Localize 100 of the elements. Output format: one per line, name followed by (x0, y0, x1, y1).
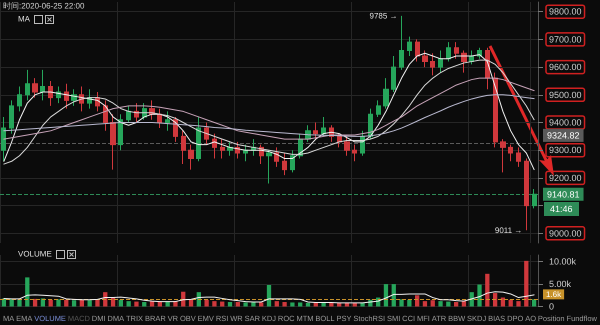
candlestick (391, 56, 396, 93)
bar (220, 302, 224, 306)
line-series (3, 94, 535, 137)
line-series (3, 291, 535, 304)
y-tick-label: 9000.00 (549, 228, 582, 238)
y-tick-label: 9300.00 (549, 145, 582, 156)
bar (454, 302, 458, 306)
candlestick (516, 146, 521, 168)
bar (158, 302, 162, 306)
bar (88, 300, 92, 306)
bar (516, 301, 521, 306)
bar (243, 302, 248, 306)
bar (298, 302, 302, 306)
bar (492, 293, 498, 306)
bar (212, 301, 217, 306)
candlestick (500, 138, 506, 173)
candlestick (204, 122, 209, 146)
bar (446, 302, 450, 306)
bar (236, 302, 240, 306)
bar (251, 302, 256, 306)
bar (508, 300, 513, 306)
candlestick (399, 15, 404, 70)
candlestick (181, 130, 186, 165)
bar (40, 298, 46, 306)
ref-line-label: 1.6k (546, 290, 562, 299)
bar (290, 302, 295, 306)
bar (407, 300, 412, 306)
candlestick (32, 78, 38, 98)
candlestick (415, 38, 420, 62)
bar (17, 300, 22, 306)
bar (430, 300, 435, 306)
bar (204, 300, 209, 306)
bar (142, 302, 146, 306)
candlestick (407, 36, 412, 57)
ref-line-label: 9324.82 (547, 130, 580, 140)
bar (25, 277, 30, 306)
bar (134, 302, 139, 306)
candlestick (1, 116, 6, 162)
annotation: MA (18, 14, 31, 24)
candlestick (376, 100, 381, 118)
candlestick (313, 122, 318, 140)
bar (188, 300, 194, 306)
candlestick (64, 83, 69, 110)
bar (10, 299, 14, 306)
candlestick (290, 150, 295, 173)
candlestick (438, 50, 443, 74)
bar (470, 292, 474, 306)
candlestick (461, 50, 467, 74)
y-tick-label: 9600.00 (549, 62, 582, 72)
candlestick (422, 50, 428, 68)
bar (524, 260, 528, 306)
candlestick (110, 114, 116, 170)
bar (259, 302, 264, 306)
bar (321, 302, 326, 306)
bar (64, 300, 68, 306)
candlestick (243, 144, 248, 162)
candlestick (118, 114, 123, 151)
y-tick-label: 9800.00 (549, 6, 582, 17)
candlestick (227, 141, 233, 156)
candlestick (508, 144, 513, 162)
annotation: VOLUME (18, 250, 52, 258)
candlestick (282, 152, 287, 176)
candlestick (220, 138, 225, 160)
candlestick (196, 116, 201, 162)
candlestick (48, 80, 53, 106)
candlestick (126, 105, 131, 123)
candlestick (430, 52, 435, 76)
bar (392, 284, 396, 306)
candlestick (212, 133, 217, 160)
candlestick (383, 78, 389, 110)
candlestick (493, 72, 498, 148)
y-tick-label: 9200.00 (549, 172, 582, 183)
bar (422, 301, 428, 306)
y-tick-label: 0 (549, 302, 554, 312)
y-tick-label: 10.00k (549, 256, 577, 267)
candlestick (274, 146, 279, 168)
candlestick (157, 108, 162, 129)
y-tick-label: 5.00k (549, 279, 572, 290)
bar (415, 295, 420, 306)
bar (80, 300, 84, 306)
bar (48, 300, 53, 306)
bar (329, 302, 334, 306)
line-series (3, 78, 535, 140)
bar (306, 302, 310, 306)
annotation: 9011 → (494, 226, 522, 235)
annotation: 9785 → (370, 11, 398, 20)
y-tick-label: 9500.00 (549, 90, 582, 100)
bar (282, 302, 287, 306)
candlestick (454, 42, 459, 60)
bar (274, 301, 279, 306)
candlestick (446, 42, 451, 62)
bar (165, 302, 170, 306)
candlestick (344, 136, 350, 156)
candlestick (352, 144, 357, 162)
candlestick (266, 150, 272, 184)
y-tick-label: 9700.00 (549, 34, 582, 44)
annotation: 时间:2020-06-25 22:00 (3, 2, 85, 10)
bar (485, 274, 490, 306)
ref-line-label: 9140.81 (547, 189, 580, 200)
candlestick (40, 69, 45, 101)
